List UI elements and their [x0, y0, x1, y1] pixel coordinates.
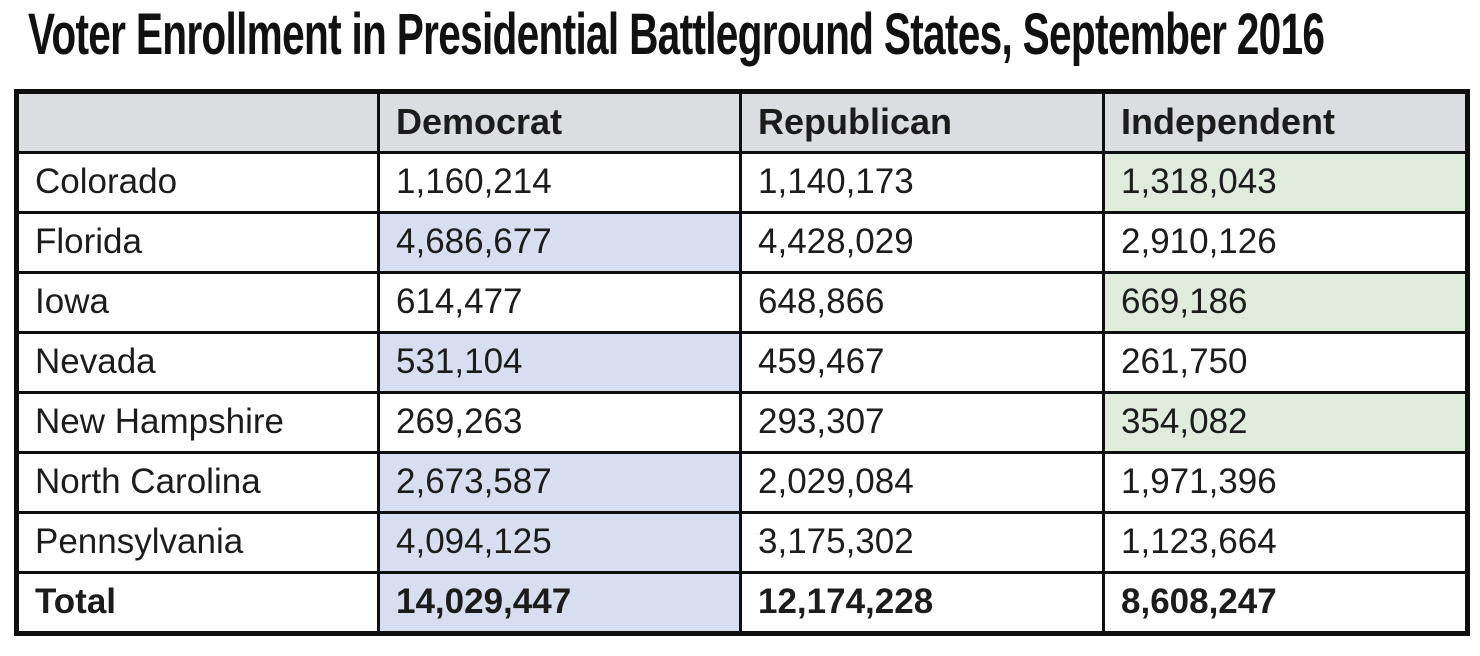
column-header-independent: Independent: [1102, 89, 1469, 154]
state-cell: Pennsylvania: [15, 510, 380, 574]
democrat-value-cell: 531,104: [377, 330, 742, 394]
independent-value-cell: 354,082: [1102, 390, 1469, 454]
republican-value-cell: 12,174,228: [739, 570, 1105, 635]
table-row: Pennsylvania 4,094,125 3,175,302 1,123,664: [15, 510, 1469, 574]
republican-value-cell: 3,175,302: [739, 510, 1105, 574]
independent-value-cell: 1,971,396: [1102, 450, 1469, 514]
democrat-value-cell: 4,686,677: [377, 210, 742, 274]
state-cell: Florida: [15, 210, 380, 274]
independent-value-cell: 2,910,126: [1102, 210, 1469, 274]
page-title: Voter Enrollment in Presidential Battleg…: [28, 2, 1325, 67]
democrat-value-cell: 614,477: [377, 270, 742, 334]
state-cell: Nevada: [15, 330, 380, 394]
table-row: Colorado 1,160,214 1,140,173 1,318,043: [15, 150, 1469, 214]
independent-value-cell: 1,318,043: [1102, 150, 1469, 214]
table-row: Nevada 531,104 459,467 261,750: [15, 330, 1469, 394]
state-cell: Iowa: [15, 270, 380, 334]
independent-value-cell: 8,608,247: [1102, 570, 1469, 635]
table-row: Florida 4,686,677 4,428,029 2,910,126: [15, 210, 1469, 274]
democrat-value-cell: 2,673,587: [377, 450, 742, 514]
state-cell: Colorado: [15, 150, 380, 214]
total-row: Total 14,029,447 12,174,228 8,608,247: [15, 570, 1469, 635]
state-cell: North Carolina: [15, 450, 380, 514]
table-row: North Carolina 2,673,587 2,029,084 1,971,39…: [15, 450, 1469, 514]
democrat-value-cell: 269,263: [377, 390, 742, 454]
republican-value-cell: 2,029,084: [739, 450, 1105, 514]
header-row: Democrat Republican Independent: [15, 89, 1469, 154]
table-row: New Hampshire 269,263 293,307 354,082: [15, 390, 1469, 454]
republican-value-cell: 1,140,173: [739, 150, 1105, 214]
table-row: Iowa 614,477 648,866 669,186: [15, 270, 1469, 334]
column-header-democrat: Democrat: [377, 89, 742, 154]
republican-value-cell: 648,866: [739, 270, 1105, 334]
democrat-value-cell: 1,160,214: [377, 150, 742, 214]
republican-value-cell: 293,307: [739, 390, 1105, 454]
independent-value-cell: 1,123,664: [1102, 510, 1469, 574]
independent-value-cell: 669,186: [1102, 270, 1469, 334]
democrat-value-cell: 4,094,125: [377, 510, 742, 574]
state-cell: New Hampshire: [15, 390, 380, 454]
independent-value-cell: 261,750: [1102, 330, 1469, 394]
corner-cell: [15, 89, 380, 154]
republican-value-cell: 4,428,029: [739, 210, 1105, 274]
democrat-value-cell: 14,029,447: [377, 570, 742, 635]
voter-enrollment-table: Democrat Republican Independent Colorado…: [14, 88, 1470, 636]
republican-value-cell: 459,467: [739, 330, 1105, 394]
state-cell: Total: [15, 570, 380, 635]
column-header-republican: Republican: [739, 89, 1105, 154]
